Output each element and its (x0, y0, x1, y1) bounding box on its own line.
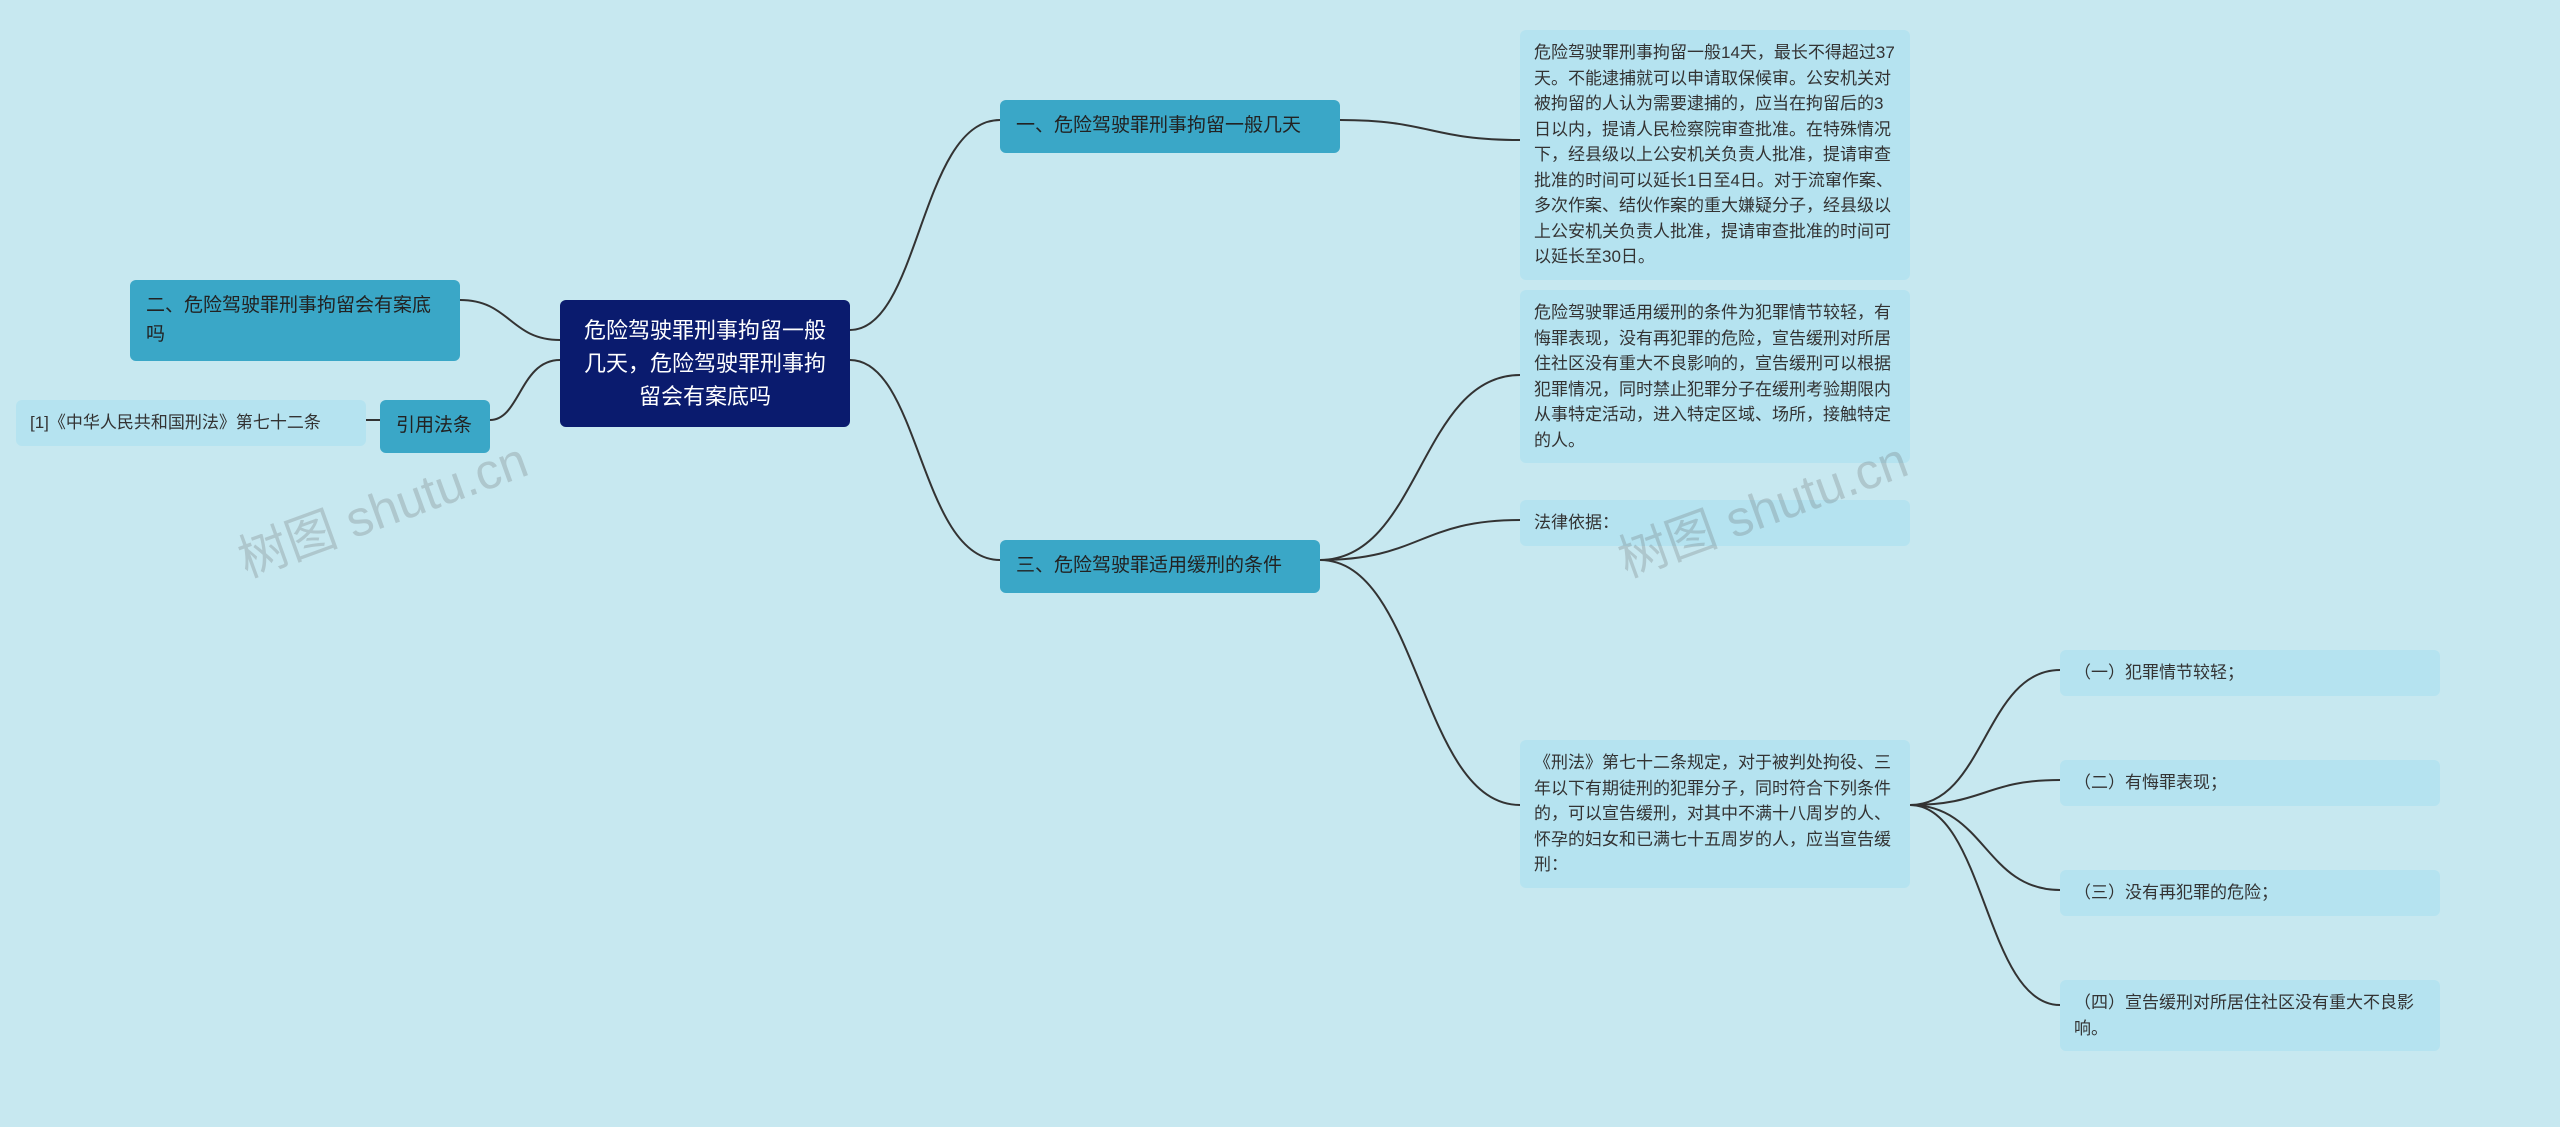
leaf-b3c3[interactable]: 《刑法》第七十二条规定，对于被判处拘役、三年以下有期徒刑的犯罪分子，同时符合下列… (1520, 740, 1910, 888)
leaf-b3c3a[interactable]: （一）犯罪情节较轻； (2060, 650, 2440, 696)
branch-b2[interactable]: 二、危险驾驶罪刑事拘留会有案底吗 (130, 280, 460, 361)
root-node[interactable]: 危险驾驶罪刑事拘留一般几天，危险驾驶罪刑事拘留会有案底吗 (560, 300, 850, 427)
branch-b3[interactable]: 三、危险驾驶罪适用缓刑的条件 (1000, 540, 1320, 593)
leaf-b3c3b[interactable]: （二）有悔罪表现； (2060, 760, 2440, 806)
leaf-b3c1[interactable]: 危险驾驶罪适用缓刑的条件为犯罪情节较轻，有悔罪表现，没有再犯罪的危险，宣告缓刑对… (1520, 290, 1910, 463)
leaf-b1c1[interactable]: 危险驾驶罪刑事拘留一般14天，最长不得超过37天。不能逮捕就可以申请取保候审。公… (1520, 30, 1910, 280)
leaf-b3c2[interactable]: 法律依据： (1520, 500, 1910, 546)
leaf-b3c3d[interactable]: （四）宣告缓刑对所居住社区没有重大不良影响。 (2060, 980, 2440, 1051)
leaf-b3c3c[interactable]: （三）没有再犯罪的危险； (2060, 870, 2440, 916)
branch-ref[interactable]: 引用法条 (380, 400, 490, 453)
leaf-ref1[interactable]: [1]《中华人民共和国刑法》第七十二条 (16, 400, 366, 446)
branch-b1[interactable]: 一、危险驾驶罪刑事拘留一般几天 (1000, 100, 1340, 153)
